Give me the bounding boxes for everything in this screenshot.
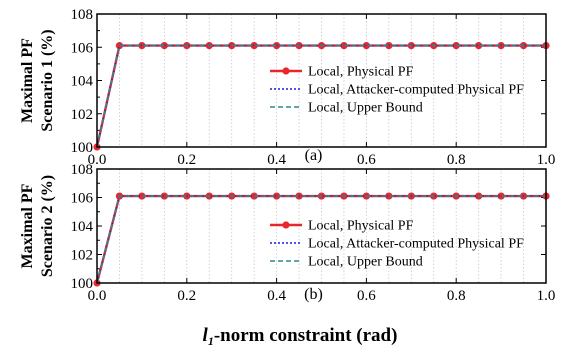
y-tick-label: 108 <box>71 162 94 178</box>
y-tick-label: 100 <box>71 140 94 156</box>
series-line-3 <box>96 195 546 284</box>
series-line-3 <box>96 44 546 148</box>
legend-label-2: Local, Attacker-computed Physical PF <box>308 237 524 252</box>
y-tick-label: 102 <box>71 107 94 123</box>
y-axis-label-line2: Scenario 2 (%) <box>39 175 56 277</box>
data-point <box>138 41 146 50</box>
x-tick-label: 1.0 <box>537 288 556 304</box>
legend-label-3: Local, Upper Bound <box>308 255 423 270</box>
data-point <box>475 41 483 50</box>
x-tick-label: 0.8 <box>447 152 466 168</box>
y-axis-label-line1: Maximal PF <box>19 38 36 123</box>
x-tick-label: 0.6 <box>357 152 376 168</box>
x-tick-label: 0.0 <box>88 152 107 168</box>
y-tick-label: 108 <box>71 7 94 23</box>
y-tick-label: 106 <box>71 40 94 56</box>
y-tick-label: 100 <box>71 276 94 292</box>
data-point <box>250 41 258 50</box>
panel-label: (a) <box>305 147 323 164</box>
data-point <box>273 192 281 200</box>
x-tick-label: 0.8 <box>447 288 466 304</box>
panel-label: (b) <box>304 286 323 303</box>
x-tick-label: 0.6 <box>357 288 376 304</box>
legend-marker <box>282 67 290 75</box>
x-axis-label-main: l <box>203 325 209 346</box>
data-point <box>497 192 505 200</box>
plot-frame <box>96 168 547 284</box>
legend: Local, Physical PF Local, Attacker-comput… <box>270 219 524 270</box>
data-point <box>115 41 124 50</box>
chart-panel-2: 0.0 0.2 0.4 0.6 0.8 1.0 100 102 104 106 108 Maximal… <box>19 162 555 304</box>
x-tick-label: 0.2 <box>177 288 196 304</box>
x-tick-label: 1.0 <box>537 152 556 168</box>
data-point <box>160 192 168 200</box>
y-axis-label-line2: Scenario 1 (%) <box>39 29 56 131</box>
y-tick-label: 104 <box>71 74 94 90</box>
x-tick-label: 0.4 <box>267 152 286 168</box>
x-tick-label: 0.4 <box>267 288 286 304</box>
legend-label-2: Local, Attacker-computed Physical PF <box>308 83 524 98</box>
legend-label-1: Local, Physical PF <box>308 219 414 234</box>
legend-label-1: Local, Physical PF <box>308 65 414 80</box>
data-point <box>385 192 393 200</box>
x-axis-label-rest: -norm constraint (rad) <box>214 325 398 346</box>
y-tick-label: 106 <box>71 191 94 207</box>
plot-frame <box>96 13 547 148</box>
y-tick-label: 102 <box>71 248 94 264</box>
x-tick-label: 0.2 <box>177 152 196 168</box>
chart-panel-1: 0.0 0.2 0.4 0.6 0.8 1.0 100 102 104 106 108 Maximal… <box>19 7 555 168</box>
legend: Local, Physical PF Local, Attacker-comput… <box>270 65 524 116</box>
y-axis-label-line1: Maximal PF <box>19 183 36 268</box>
legend-marker <box>282 221 290 229</box>
legend-label-3: Local, Upper Bound <box>308 101 423 116</box>
y-tick-label: 104 <box>71 219 94 235</box>
x-axis-label: l1-norm constraint (rad) <box>203 325 398 348</box>
x-axis-label-sub: 1 <box>208 334 214 348</box>
data-point <box>362 41 370 50</box>
x-tick-label: 0.0 <box>88 288 107 304</box>
